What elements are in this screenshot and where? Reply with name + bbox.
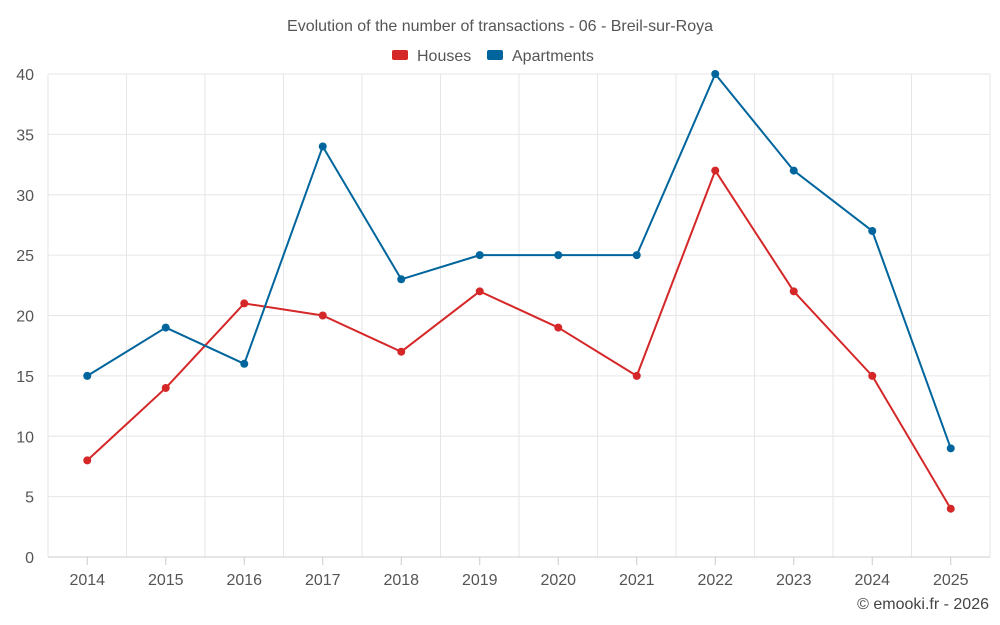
chart-series: [83, 70, 955, 513]
y-tick-label: 40: [16, 67, 34, 84]
y-tick-label: 10: [16, 429, 34, 446]
data-point-houses[interactable]: [397, 347, 406, 356]
data-point-apartments[interactable]: [318, 142, 327, 151]
data-point-houses[interactable]: [240, 299, 249, 308]
data-point-apartments[interactable]: [554, 251, 563, 260]
x-tick-label: 2016: [226, 572, 262, 589]
x-tick-label: 2025: [933, 572, 969, 589]
data-point-houses[interactable]: [554, 323, 563, 332]
data-point-apartments[interactable]: [475, 251, 484, 260]
x-tick-label: 2023: [776, 572, 812, 589]
x-tick-label: 2014: [69, 572, 105, 589]
data-point-houses[interactable]: [318, 311, 327, 320]
y-tick-label: 0: [25, 550, 34, 567]
data-point-apartments[interactable]: [397, 275, 406, 284]
series-apartments: [83, 70, 955, 453]
y-tick-label: 20: [16, 309, 34, 326]
series-houses: [83, 166, 955, 513]
data-point-houses[interactable]: [475, 287, 484, 296]
data-point-apartments[interactable]: [240, 359, 249, 368]
x-tick-label: 2022: [697, 572, 733, 589]
x-axis-tick-labels: 2014 2015 2016 2017 2018 2019 2020 2021 2022 2023…: [69, 572, 968, 589]
y-axis-tick-labels: 0 5 10 15 20 25 30 35 40: [16, 67, 34, 567]
data-point-apartments[interactable]: [161, 323, 170, 332]
x-tick-label: 2021: [619, 572, 655, 589]
chart-credit: © emooki.fr - 2026: [857, 596, 989, 613]
data-point-apartments[interactable]: [868, 226, 877, 235]
y-tick-label: 25: [16, 248, 34, 265]
legend-label-houses[interactable]: Houses: [417, 48, 471, 65]
x-tick-label: 2024: [854, 572, 890, 589]
data-point-apartments[interactable]: [632, 251, 641, 260]
legend-swatch-apartments: [487, 50, 503, 60]
data-point-houses[interactable]: [868, 371, 877, 380]
legend-label-apartments[interactable]: Apartments: [512, 48, 594, 65]
data-point-houses[interactable]: [946, 504, 955, 513]
x-tick-label: 2018: [383, 572, 419, 589]
chart-grid: [47, 73, 991, 557]
x-tick-label: 2019: [462, 572, 498, 589]
legend-swatch-houses: [392, 50, 408, 60]
chart-legend: Houses Apartments: [392, 48, 594, 65]
y-tick-label: 35: [16, 127, 34, 144]
data-point-apartments[interactable]: [789, 166, 798, 175]
data-point-houses[interactable]: [83, 456, 92, 465]
series-line-apartments: [86, 73, 952, 450]
chart-axes: [48, 556, 990, 565]
y-tick-label: 30: [16, 188, 34, 205]
data-point-houses[interactable]: [632, 371, 641, 380]
y-tick-label: 5: [25, 490, 34, 507]
x-tick-label: 2017: [305, 572, 341, 589]
data-point-apartments[interactable]: [946, 444, 955, 453]
series-line-houses: [86, 169, 952, 510]
data-point-apartments[interactable]: [711, 70, 720, 78]
data-point-houses[interactable]: [161, 383, 170, 392]
data-point-apartments[interactable]: [83, 371, 92, 380]
y-tick-label: 15: [16, 369, 34, 386]
x-tick-label: 2020: [540, 572, 576, 589]
chart-title: Evolution of the number of transactions …: [287, 18, 713, 35]
data-point-houses[interactable]: [789, 287, 798, 296]
x-tick-label: 2015: [148, 572, 184, 589]
data-point-houses[interactable]: [711, 166, 720, 175]
